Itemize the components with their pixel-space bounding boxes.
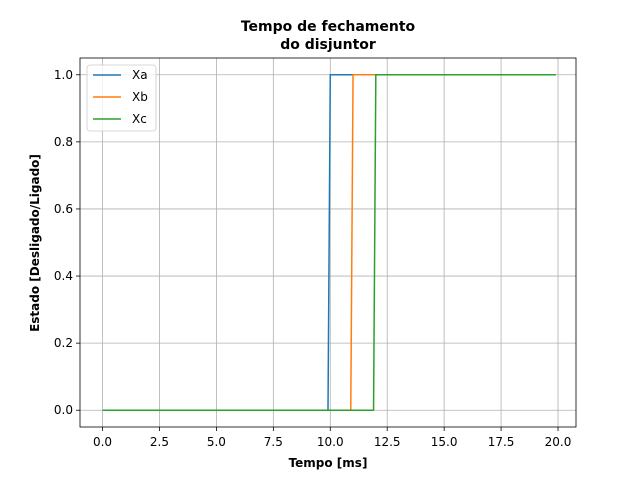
axes-frame bbox=[79, 57, 577, 428]
legend-label-xa: Xa bbox=[132, 68, 148, 82]
x-tick-label: 2.5 bbox=[150, 435, 169, 449]
y-tick-label: 0.2 bbox=[54, 336, 73, 350]
legend-label-xb: Xb bbox=[132, 90, 148, 104]
legend-box bbox=[86, 64, 157, 132]
x-tick-label: 10.0 bbox=[317, 435, 344, 449]
x-tick-label: 5.0 bbox=[207, 435, 226, 449]
y-tick-label: 0.8 bbox=[54, 135, 73, 149]
x-tick-label: 17.5 bbox=[488, 435, 515, 449]
legend: Xa Xb Xc bbox=[86, 64, 157, 132]
legend-label-xc: Xc bbox=[132, 112, 147, 126]
x-tick-label: 7.5 bbox=[264, 435, 283, 449]
y-tick-label: 0.0 bbox=[54, 403, 73, 417]
y-tick-label: 0.6 bbox=[54, 202, 73, 216]
x-tick-label: 0.0 bbox=[93, 435, 112, 449]
y-ticks: 0.0 0.2 0.4 0.6 0.8 1.0 bbox=[54, 68, 80, 417]
chart-title-line-1: Tempo de fechamento bbox=[241, 19, 416, 35]
x-tick-label: 20.0 bbox=[545, 435, 572, 449]
y-axis-label: Estado [Desligado/Ligado] bbox=[28, 154, 42, 332]
x-tick-label: 15.0 bbox=[431, 435, 458, 449]
axes bbox=[79, 57, 577, 428]
series-line-xc bbox=[102, 74, 556, 411]
series-lines bbox=[102, 74, 556, 411]
x-tick-label: 12.5 bbox=[374, 435, 401, 449]
x-axis-label: Tempo [ms] bbox=[289, 456, 368, 470]
y-tick-label: 0.4 bbox=[54, 269, 73, 283]
y-tick-label: 1.0 bbox=[54, 68, 73, 82]
x-ticks: 0.0 2.5 5.0 7.5 10.0 12.5 15.0 17.5 20.0 bbox=[93, 427, 571, 449]
chart-title-line-2: do disjuntor bbox=[280, 37, 376, 53]
